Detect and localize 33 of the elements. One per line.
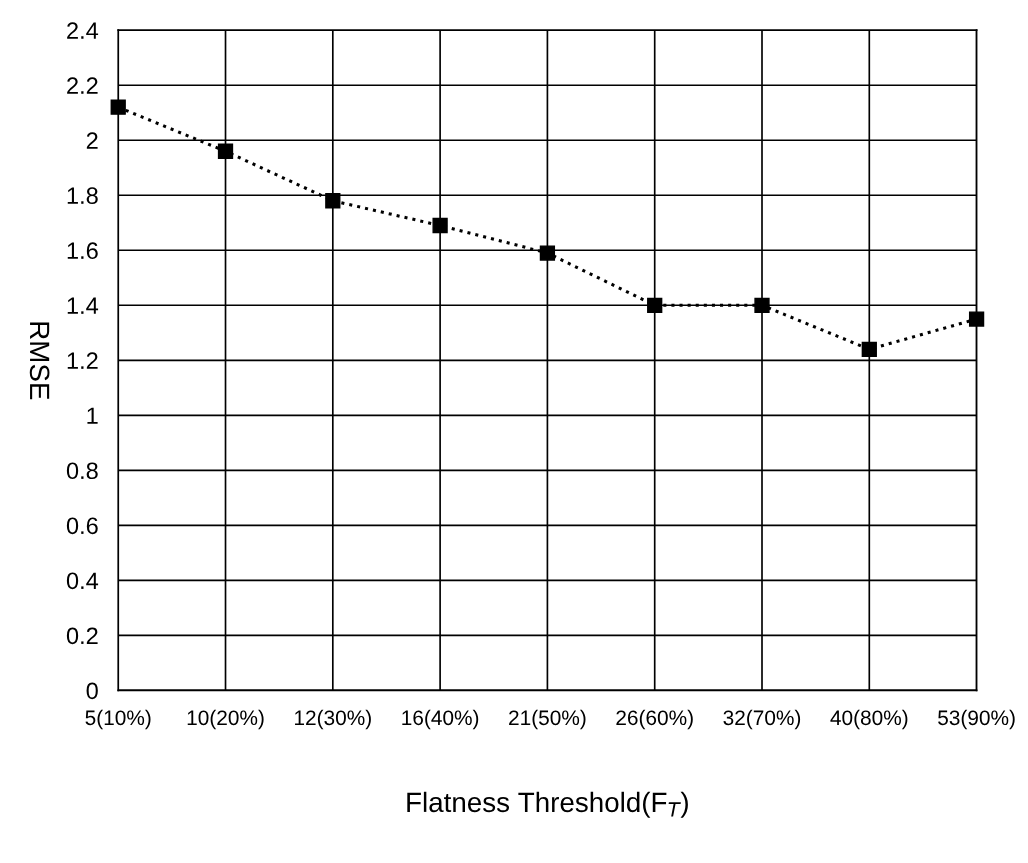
y-tick-label: 0.4 [66,572,99,590]
y-axis-title: RMSE [29,322,50,400]
x-tick-label: 40(80%) [830,709,908,730]
point [110,99,126,115]
point [325,193,341,209]
x-tick-label: 12(30%) [295,709,371,730]
y-tick-label: 2.4 [67,22,99,39]
x-tick-label: 26(60%) [616,709,693,730]
y-tick-label: 2.2 [67,77,98,94]
x-tick-label: 16(40%) [402,709,479,730]
x-tick-label: 10(20%) [187,709,264,730]
x-tick-label: 21(50%) [509,709,586,730]
x-tick-label: 32(70%) [723,709,801,730]
point [754,297,770,313]
x-tick-label: 5(10%) [85,709,151,730]
point [647,297,663,313]
y-tick-label: 1.8 [67,187,98,205]
y-tick-label: 1 [87,407,98,424]
point [861,341,877,357]
point [539,245,556,261]
y-tick-label: 0.8 [66,462,98,480]
point [217,143,234,159]
x-axis-title: Flatness Threshold(F$_{T}$) [407,791,688,818]
y-tick-label: 0 [86,682,98,700]
y-tick-label: 1.4 [67,297,99,314]
y-tick-label: 1.6 [67,242,98,260]
y-tick-label: 0.2 [66,627,98,645]
point [968,311,985,327]
y-tick-label: 2 [86,132,98,149]
point [432,217,448,234]
x-tick-label: 53(90%) [938,709,1015,730]
y-tick-label: 0.6 [66,517,98,535]
y-tick-label: 1.2 [67,352,98,369]
